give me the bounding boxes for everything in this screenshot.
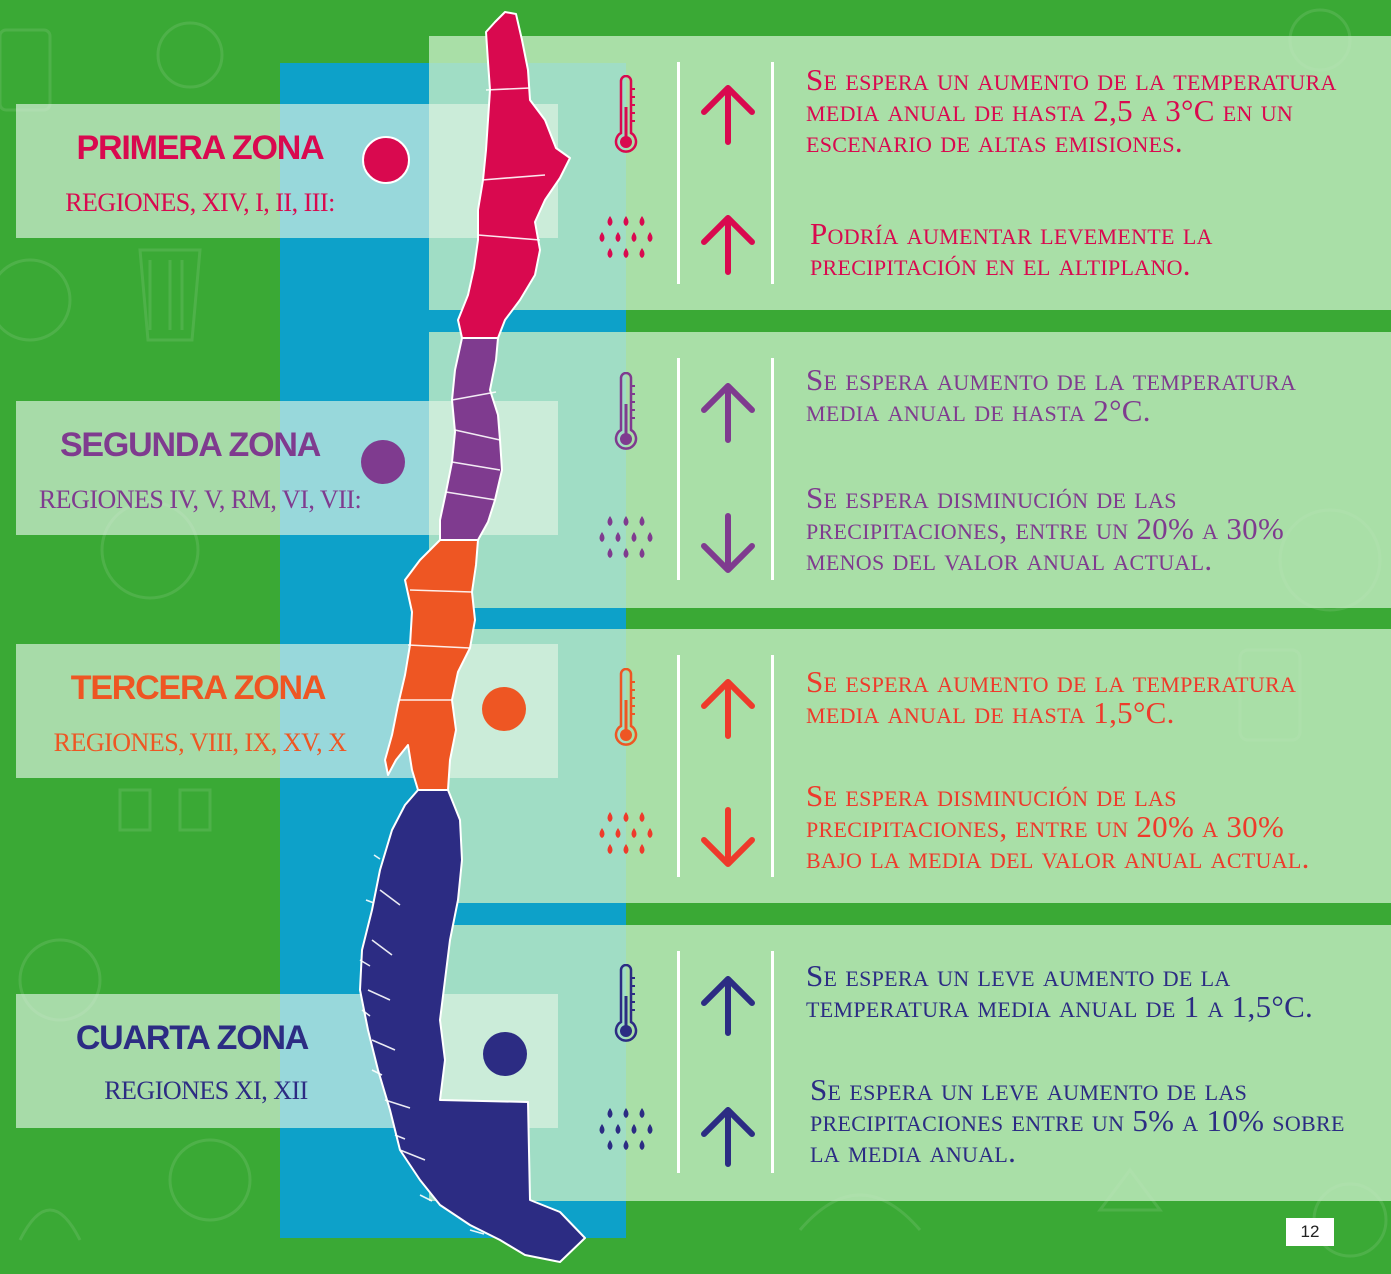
thermometer-icon bbox=[614, 75, 638, 153]
zone-3-panel bbox=[429, 629, 1391, 903]
zone-2-panel bbox=[429, 332, 1391, 608]
zone-3-temperature-text: Se espera aumento de la temperatura medi… bbox=[806, 666, 1296, 728]
thermometer-icon bbox=[614, 668, 638, 746]
zone-3-label-box bbox=[16, 644, 558, 778]
arrow-down-icon bbox=[701, 513, 755, 573]
arrow-down-icon bbox=[701, 807, 755, 867]
zone-4-panel bbox=[429, 925, 1391, 1201]
text-line: precipitación en el altiplano. bbox=[810, 247, 1191, 282]
text-line: la media anual. bbox=[810, 1134, 1017, 1169]
zone-3-precipitation-text: Se espera disminución de las precipitaci… bbox=[806, 780, 1310, 873]
text-line: Se espera disminución de las bbox=[806, 778, 1177, 813]
zone-2-regions: REGIONES IV, V, RM, VI, VII: bbox=[38, 485, 362, 514]
zone-3-dot bbox=[482, 687, 526, 731]
zone-1-dot bbox=[362, 136, 410, 184]
zone-4-divider-left bbox=[677, 951, 680, 1173]
text-line: media anual de hasta 2°C. bbox=[806, 393, 1151, 428]
thermometer-icon bbox=[614, 964, 638, 1042]
arrow-up-icon bbox=[701, 679, 755, 739]
raindrops-icon bbox=[599, 812, 653, 854]
text-line: Se espera un leve aumento de la bbox=[806, 958, 1231, 993]
zone-3-divider-right bbox=[771, 655, 774, 877]
text-line: precipitaciones, entre un 20% a 30% bbox=[806, 809, 1285, 844]
text-line: precipitaciones, entre un 20% a 30% bbox=[806, 511, 1285, 546]
zone-4-regions: REGIONES XI, XII bbox=[104, 1076, 308, 1105]
text-line: temperatura media anual de 1 a 1,5°C. bbox=[806, 989, 1314, 1024]
text-line: Podría aumentar levemente la bbox=[810, 216, 1213, 251]
zone-1-divider-left bbox=[677, 62, 680, 284]
raindrops-icon bbox=[599, 216, 653, 258]
text-line: media anual de hasta 2,5 a 3°C en un bbox=[806, 93, 1294, 128]
zone-3-title: TERCERA ZONA bbox=[70, 669, 327, 707]
text-line: precipitaciones entre un 5% a 10% sobre bbox=[810, 1103, 1345, 1138]
zone-4-dot bbox=[483, 1032, 527, 1076]
zone-3-divider-left bbox=[677, 655, 680, 877]
zone-4-precipitation-text: Se espera un leve aumento de las precipi… bbox=[810, 1074, 1345, 1167]
text-line: bajo la media del valor anual actual. bbox=[806, 840, 1310, 875]
map-zone-2 bbox=[439, 337, 503, 541]
arrow-up-icon bbox=[701, 1107, 755, 1167]
arrow-up-icon bbox=[701, 976, 755, 1036]
zone-2-temperature-text: Se espera aumento de la temperatura medi… bbox=[806, 364, 1296, 426]
zone-1-label-box bbox=[16, 104, 558, 238]
zone-4-title: CUARTA ZONA bbox=[75, 1019, 310, 1057]
arrow-up-icon bbox=[701, 85, 755, 145]
zone-2-dot bbox=[361, 440, 405, 484]
map-zone-4 bbox=[359, 789, 586, 1263]
arrow-up-icon bbox=[701, 383, 755, 443]
map-zone-3 bbox=[384, 539, 479, 791]
text-line: escenario de altas emisiones. bbox=[806, 124, 1183, 159]
zone-4-divider-right bbox=[771, 951, 774, 1173]
text-line: media anual de hasta 1,5°C. bbox=[806, 695, 1175, 730]
zone-1-divider-right bbox=[771, 62, 774, 284]
zone-1-title: PRIMERA ZONA bbox=[76, 129, 325, 167]
text-line: Se espera disminución de las bbox=[806, 480, 1177, 515]
zone-1-temperature-text: Se espera un aumento de la temperatura m… bbox=[806, 64, 1337, 157]
raindrops-icon bbox=[599, 516, 653, 558]
zone-1-panel bbox=[429, 36, 1391, 310]
zone-2-title: SEGUNDA ZONA bbox=[59, 426, 321, 464]
zone-2-divider-right bbox=[771, 358, 774, 580]
zone-3-regions: REGIONES, VIII, IX, XV, X bbox=[53, 728, 347, 757]
zone-4-temperature-text: Se espera un leve aumento de la temperat… bbox=[806, 960, 1313, 1022]
thermometer-icon bbox=[614, 372, 638, 450]
text-line: Se espera aumento de la temperatura bbox=[806, 664, 1297, 699]
map-zone-1 bbox=[457, 11, 571, 339]
raindrops-icon bbox=[599, 1108, 653, 1150]
text-line: Se espera aumento de la temperatura bbox=[806, 362, 1297, 397]
text-line: menos del valor anual actual. bbox=[806, 542, 1213, 577]
page-number: 12 bbox=[1286, 1218, 1334, 1246]
arrow-up-icon bbox=[701, 215, 755, 275]
text-line: Se espera un leve aumento de las bbox=[810, 1072, 1248, 1107]
zone-1-precipitation-text: Podría aumentar levemente la precipitaci… bbox=[810, 218, 1213, 280]
text-line: Se espera un aumento de la temperatura bbox=[806, 62, 1337, 97]
zone-1-regions: REGIONES, XIV, I, II, III: bbox=[65, 188, 335, 217]
zone-2-precipitation-text: Se espera disminución de las precipitaci… bbox=[806, 482, 1284, 575]
zone-2-divider-left bbox=[677, 358, 680, 580]
